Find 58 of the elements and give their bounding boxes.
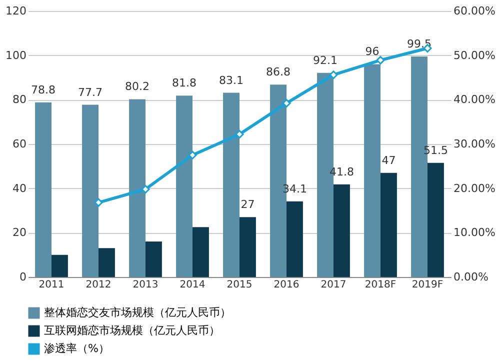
bar [240,217,256,277]
bar [35,102,52,277]
legend-label: 整体婚恋交友市场规模（亿元人民币） [44,306,231,319]
data-label: 47 [382,154,396,167]
x-tick-label: 2019F [412,280,444,290]
x-tick-label: 2016 [274,280,300,290]
y-tick-label: 0 [20,270,26,284]
data-label: 77.7 [78,86,103,99]
y2-tick-label: 40.00% [454,93,496,106]
data-label: 81.8 [172,76,197,90]
y-tick-label: 120 [6,4,26,18]
bar [146,242,162,277]
data-label: 86.8 [266,66,291,79]
y-tick-label: 60 [12,138,26,150]
x-tick-label: 2012 [86,280,112,290]
data-label: 92.1 [313,54,338,67]
point [329,70,338,80]
bar [286,201,303,277]
legend-label: 渗透率（%） [44,342,110,355]
data-label: 80.2 [125,80,150,94]
x-tick-label: 2015 [226,280,252,290]
point [235,130,244,139]
bar [223,92,240,277]
bar [428,162,444,277]
bar [380,172,397,277]
y-tick-label: 40 [12,182,26,195]
y-tick-label: 100 [6,48,26,62]
x-tick-label: 2017 [320,280,346,290]
data-label: 96 [365,45,380,58]
point [188,150,197,160]
point [376,56,385,64]
bar [364,64,380,277]
y2-tick-label: 20.00% [454,182,496,195]
bar [52,254,68,277]
bar [176,96,192,277]
data-label: 83.1 [219,74,244,87]
bar [129,99,146,277]
x-tick-label: 2011 [38,280,64,290]
point [282,98,291,108]
y2-tick-label: 30.00% [454,138,496,150]
y2-tick-label: 50.00% [454,48,496,62]
bar [82,104,98,277]
x-tick-label: 2018F [364,280,396,290]
y-tick-label: 20 [12,226,26,240]
point [141,184,150,194]
data-label: 78.8 [31,83,56,96]
data-label: 27 [240,198,255,212]
point [94,198,103,207]
x-tick-label: 2013 [132,280,158,290]
y2-tick-label: 10.00% [454,226,496,240]
x-tick-label: 2014 [180,280,206,290]
y2-tick-label: 0.00% [454,270,488,284]
legend-label: 互联网婚恋市场规模（亿元人民币） [44,324,220,337]
y2-tick-label: 60.00% [454,4,496,18]
bar [334,184,350,277]
y-tick-label: 80 [12,93,26,106]
bar [98,248,115,277]
bar [192,227,209,277]
